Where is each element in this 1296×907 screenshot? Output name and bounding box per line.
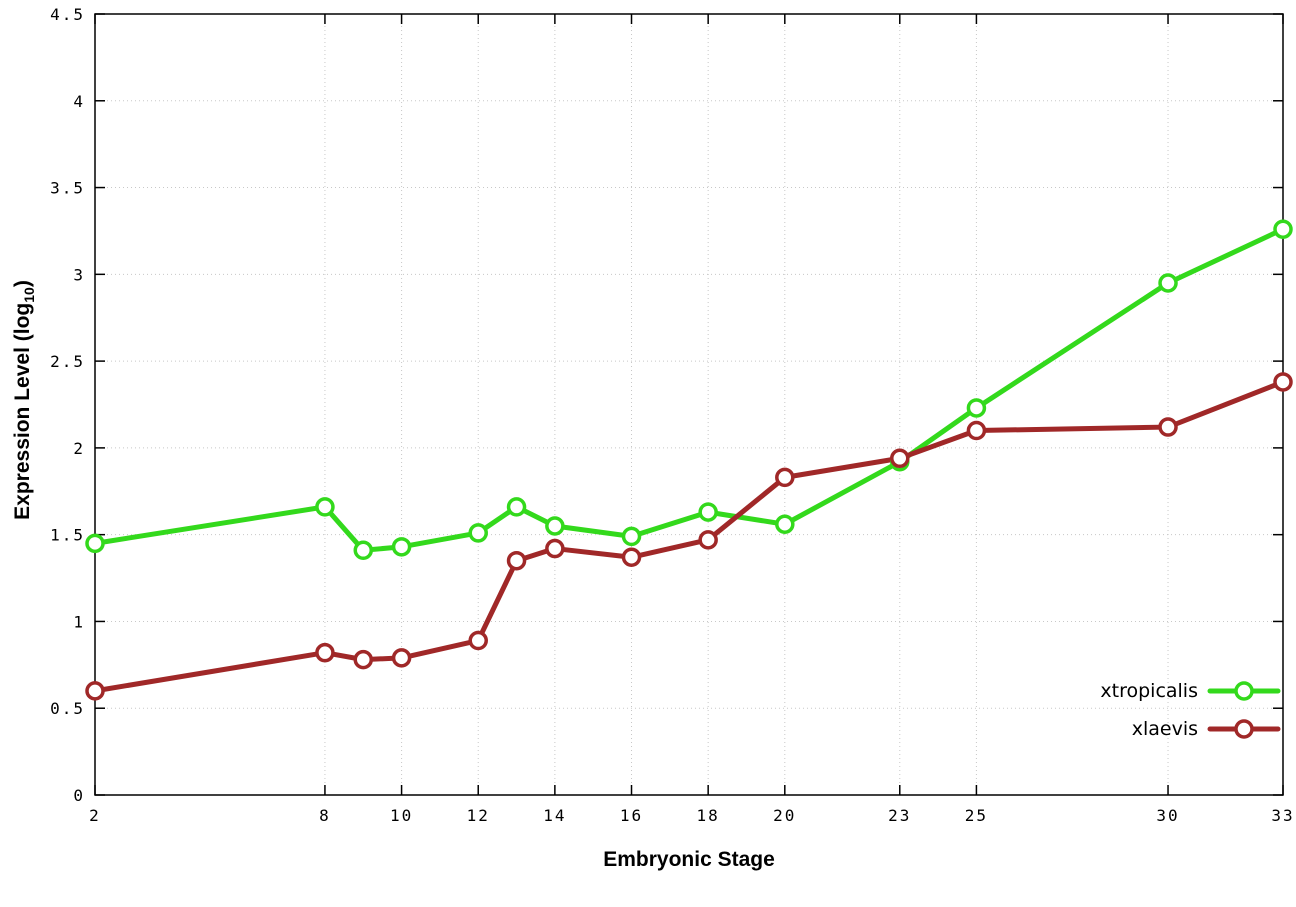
marker-xlaevis bbox=[85, 681, 105, 701]
y-axis-title-subscript: 10 bbox=[21, 287, 38, 303]
marker-xtropicalis bbox=[1158, 273, 1178, 293]
x-tick-label: 10 bbox=[390, 806, 413, 825]
marker-xtropicalis bbox=[545, 516, 565, 536]
legend-label-xlaevis: xlaevis bbox=[1132, 718, 1198, 740]
marker-xlaevis bbox=[506, 550, 527, 571]
marker-xlaevis bbox=[621, 547, 642, 567]
marker-xlaevis bbox=[966, 420, 987, 441]
legend-label-xtropicalis: xtropicalis bbox=[1100, 680, 1198, 702]
x-tick-label: 16 bbox=[620, 806, 643, 825]
marker-xtropicalis bbox=[468, 523, 488, 543]
y-axis-title-text: Expression Level (log bbox=[10, 302, 34, 520]
marker-xtropicalis bbox=[391, 537, 412, 557]
marker-xlaevis bbox=[545, 538, 565, 559]
marker-xlaevis bbox=[698, 530, 718, 550]
marker-xlaevis bbox=[353, 649, 374, 670]
marker-xtropicalis bbox=[621, 526, 642, 547]
plot-border bbox=[94, 13, 1284, 796]
marker-xtropicalis bbox=[966, 398, 987, 418]
legend-sample-marker-xlaevis bbox=[1234, 719, 1254, 739]
y-tick-label: 3.5 bbox=[50, 179, 85, 198]
marker-xtropicalis bbox=[85, 533, 105, 554]
x-tick-label: 20 bbox=[773, 806, 796, 825]
y-axis-title-suffix: ) bbox=[10, 280, 34, 288]
series-line-xtropicalis bbox=[92, 226, 1286, 553]
x-tick-label: 25 bbox=[965, 806, 988, 825]
y-axis-title: Expression Level (log10) bbox=[11, 280, 37, 520]
x-tick-label: 18 bbox=[697, 806, 720, 825]
marker-xlaevis bbox=[391, 648, 412, 668]
marker-xtropicalis bbox=[315, 497, 335, 517]
marker-xtropicalis bbox=[353, 540, 374, 561]
x-axis-title: Embryonic Stage bbox=[603, 848, 775, 871]
y-tick-label: 0.5 bbox=[50, 699, 85, 718]
marker-xtropicalis bbox=[698, 502, 718, 522]
marker-xlaevis bbox=[775, 467, 795, 488]
marker-xtropicalis bbox=[1273, 219, 1293, 239]
legend-sample-marker-xtropicalis bbox=[1234, 681, 1254, 701]
marker-xlaevis bbox=[1158, 417, 1178, 437]
marker-xlaevis bbox=[468, 630, 488, 651]
marker-xlaevis bbox=[890, 448, 910, 469]
y-tick-label: 4 bbox=[73, 92, 85, 111]
y-tick-label: 1 bbox=[73, 612, 85, 631]
marker-xlaevis bbox=[1273, 372, 1293, 392]
x-tick-label: 30 bbox=[1156, 806, 1179, 825]
x-tick-label: 14 bbox=[543, 806, 566, 825]
x-tick-label: 33 bbox=[1271, 806, 1294, 825]
y-tick-label: 4.5 bbox=[50, 5, 85, 24]
y-tick-label: 3 bbox=[73, 265, 85, 284]
marker-xtropicalis bbox=[506, 497, 527, 517]
y-tick-label: 2.5 bbox=[50, 352, 85, 371]
x-tick-label: 8 bbox=[319, 806, 331, 825]
y-tick-label: 2 bbox=[73, 439, 85, 458]
marker-xlaevis bbox=[315, 642, 335, 663]
series-line-xlaevis bbox=[92, 379, 1286, 694]
marker-xtropicalis bbox=[775, 514, 795, 535]
x-tick-label: 23 bbox=[888, 806, 911, 825]
x-tick-label: 12 bbox=[467, 806, 490, 825]
y-tick-label: 0 bbox=[73, 786, 85, 805]
x-tick-label: 2 bbox=[89, 806, 101, 825]
y-tick-label: 1.5 bbox=[50, 526, 85, 545]
